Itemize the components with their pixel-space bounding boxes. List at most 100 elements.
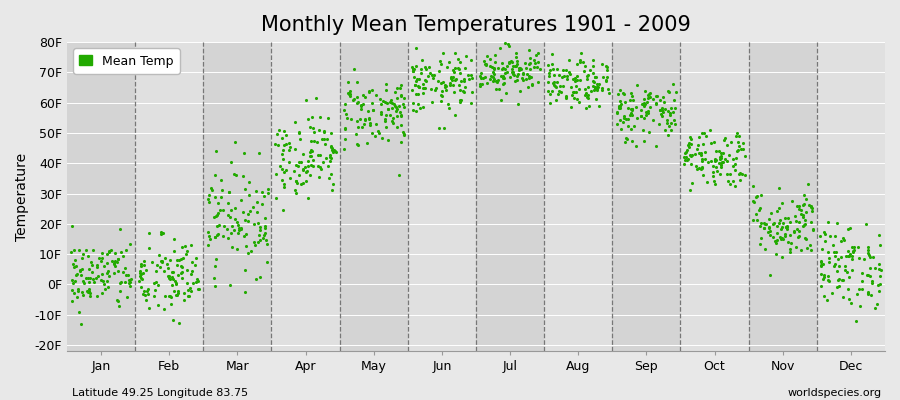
Point bbox=[580, 72, 594, 79]
Point bbox=[103, 273, 117, 279]
Point bbox=[176, 244, 190, 250]
Point bbox=[526, 64, 541, 70]
Point bbox=[443, 80, 457, 86]
Point bbox=[134, 284, 148, 290]
Point bbox=[424, 86, 438, 92]
Point bbox=[546, 72, 561, 78]
Point bbox=[544, 50, 559, 57]
Point bbox=[376, 98, 391, 104]
Point bbox=[595, 87, 609, 93]
Point bbox=[845, 249, 859, 255]
Point bbox=[442, 105, 456, 112]
Point bbox=[215, 207, 230, 214]
Point bbox=[760, 229, 775, 236]
Point bbox=[836, 235, 850, 241]
Point bbox=[457, 64, 472, 71]
Point bbox=[412, 84, 427, 90]
Point bbox=[550, 78, 564, 85]
Point bbox=[76, 289, 90, 295]
Point bbox=[170, 257, 184, 263]
Point bbox=[635, 127, 650, 134]
Point bbox=[435, 93, 449, 99]
Point bbox=[207, 234, 221, 241]
Point bbox=[736, 139, 751, 146]
Point bbox=[616, 118, 630, 125]
Point bbox=[625, 106, 639, 113]
Point bbox=[428, 85, 443, 92]
Point bbox=[165, 274, 179, 280]
Point bbox=[805, 219, 819, 226]
Point bbox=[720, 158, 734, 164]
Point bbox=[417, 80, 431, 87]
Point bbox=[624, 90, 638, 96]
Point bbox=[757, 225, 771, 231]
Point bbox=[580, 94, 594, 100]
Point bbox=[794, 210, 808, 217]
Point bbox=[178, 243, 193, 249]
Point bbox=[774, 236, 788, 242]
Point bbox=[786, 198, 800, 204]
Point bbox=[320, 136, 334, 142]
Point bbox=[277, 169, 292, 176]
Point bbox=[792, 233, 806, 239]
Point bbox=[618, 99, 633, 105]
Title: Monthly Mean Temperatures 1901 - 2009: Monthly Mean Temperatures 1901 - 2009 bbox=[261, 15, 691, 35]
Point bbox=[108, 250, 122, 256]
Point bbox=[816, 229, 831, 235]
Point bbox=[387, 101, 401, 107]
Point bbox=[798, 196, 813, 202]
Point bbox=[649, 100, 663, 106]
Point bbox=[298, 164, 312, 170]
Point bbox=[140, 288, 154, 294]
Point bbox=[408, 82, 422, 88]
Point bbox=[522, 66, 536, 72]
Point bbox=[589, 74, 603, 80]
Point bbox=[494, 72, 508, 79]
Point bbox=[703, 127, 717, 134]
Point bbox=[820, 297, 834, 303]
Point bbox=[406, 68, 420, 74]
Point bbox=[860, 250, 875, 256]
Point bbox=[68, 262, 83, 269]
Point bbox=[679, 154, 693, 160]
Point bbox=[838, 263, 852, 269]
Point bbox=[224, 229, 238, 236]
Bar bbox=[680, 42, 749, 351]
Point bbox=[655, 94, 670, 100]
Point bbox=[439, 82, 454, 89]
Point bbox=[517, 70, 531, 76]
Point bbox=[318, 140, 332, 147]
Point bbox=[707, 156, 722, 162]
Point bbox=[157, 268, 171, 275]
Point bbox=[377, 116, 392, 122]
Point bbox=[625, 112, 639, 118]
Point bbox=[733, 170, 747, 176]
Point bbox=[252, 227, 266, 234]
Point bbox=[81, 275, 95, 282]
Point bbox=[433, 58, 447, 64]
Point bbox=[295, 150, 310, 157]
Point bbox=[68, 257, 82, 263]
Point bbox=[641, 110, 655, 116]
Point bbox=[289, 178, 303, 184]
Point bbox=[240, 250, 255, 257]
Point bbox=[634, 107, 648, 113]
Bar bbox=[749, 42, 817, 351]
Point bbox=[271, 142, 285, 149]
Point bbox=[696, 172, 710, 178]
Point bbox=[553, 72, 567, 78]
Point bbox=[563, 84, 578, 90]
Point bbox=[582, 67, 597, 73]
Point bbox=[174, 263, 188, 269]
Point bbox=[384, 97, 399, 103]
Point bbox=[75, 320, 89, 327]
Point bbox=[478, 61, 492, 68]
Point bbox=[356, 120, 371, 127]
Point bbox=[704, 158, 718, 164]
Point bbox=[325, 149, 339, 155]
Point bbox=[845, 253, 859, 260]
Point bbox=[425, 99, 439, 105]
Point bbox=[390, 85, 404, 91]
Point bbox=[625, 138, 639, 144]
Point bbox=[533, 66, 547, 72]
